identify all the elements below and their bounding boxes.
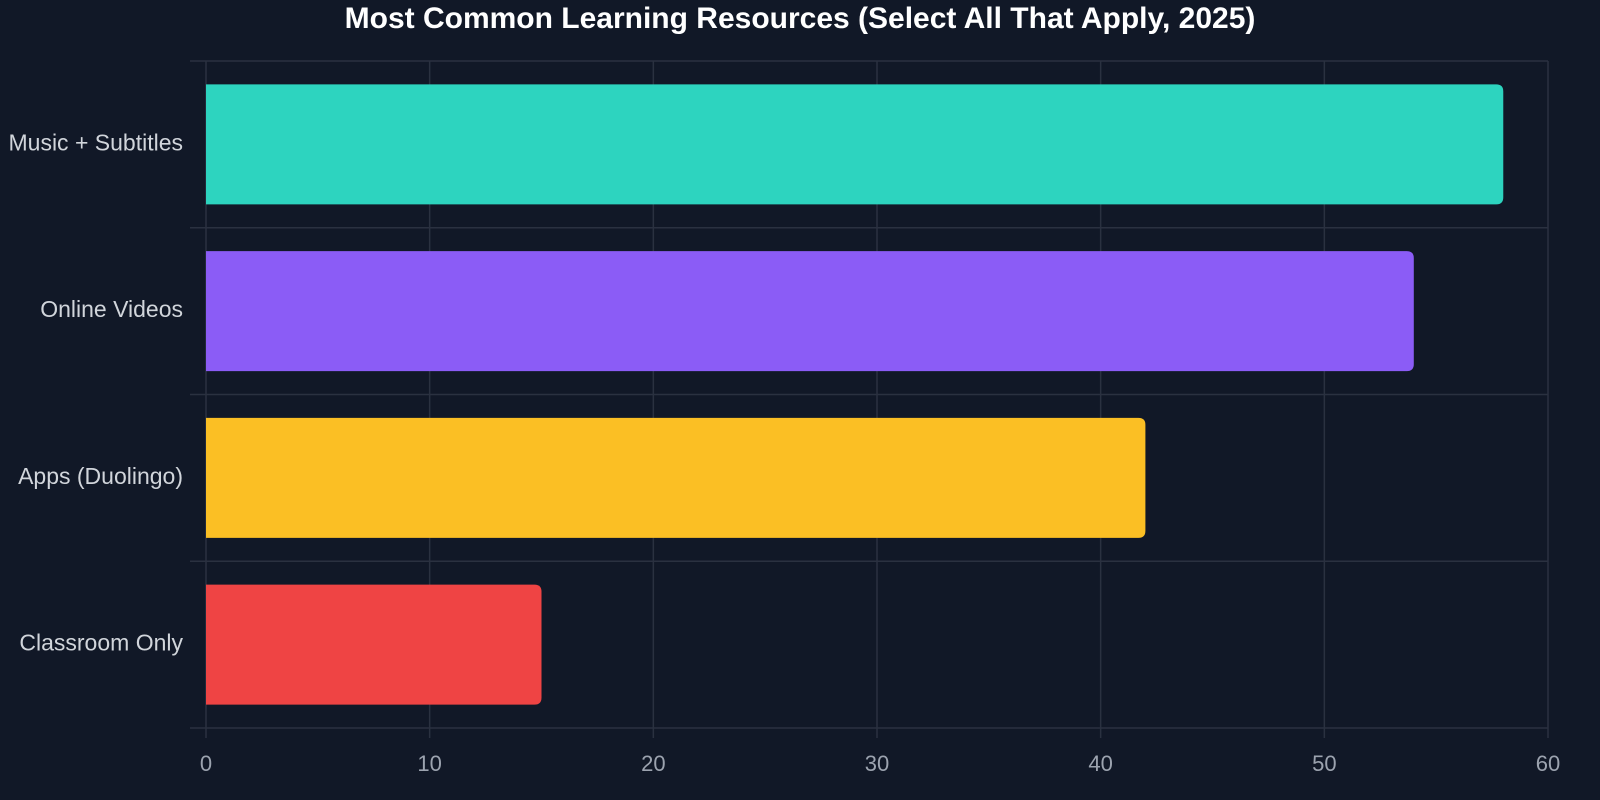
x-tick-label: 0 [200,751,212,776]
bar [206,584,542,705]
y-tick-label: Classroom Only [19,630,183,656]
x-tick-label: 10 [417,751,441,776]
y-tick-label: Online Videos [40,296,183,322]
bar [206,84,1504,205]
x-tick-label: 50 [1312,751,1336,776]
chart-title: Most Common Learning Resources (Select A… [345,2,1256,35]
bar [206,417,1146,538]
x-tick-label: 40 [1088,751,1112,776]
y-tick-label: Music + Subtitles [9,129,184,155]
y-tick-label: Apps (Duolingo) [18,463,183,489]
x-tick-label: 30 [865,751,889,776]
x-tick-label: 20 [641,751,665,776]
x-tick-label: 60 [1536,751,1560,776]
bar [206,251,1414,372]
